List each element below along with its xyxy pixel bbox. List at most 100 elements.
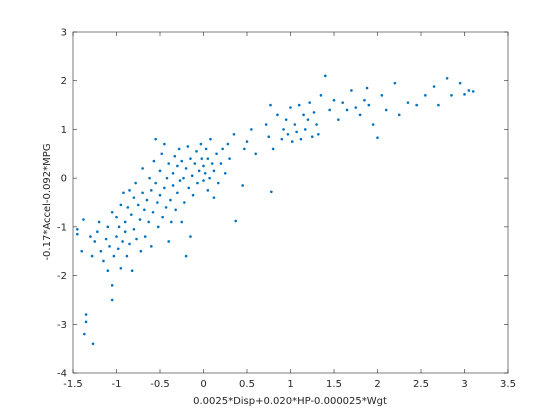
point [158,169,162,173]
y-tick-label: 3 [61,28,67,39]
point [136,203,140,207]
point [148,176,151,180]
point [212,196,216,199]
point [126,206,130,209]
point [290,140,294,143]
point [135,237,138,241]
point [180,159,184,163]
point [445,76,449,80]
y-tick-label: 0 [61,174,67,185]
point [161,215,164,219]
x-tick-label: 0.5 [239,379,255,390]
point [170,220,173,224]
point [341,101,345,104]
point [215,152,218,156]
point [152,159,156,163]
point [130,269,134,273]
point [317,133,320,136]
point [328,108,331,112]
point [267,135,271,139]
point [173,154,177,158]
point [289,106,292,109]
point [264,123,268,126]
point [108,245,111,248]
point [206,189,210,192]
point [143,235,147,238]
point [202,164,205,168]
point [154,181,157,185]
point [91,342,95,346]
point [151,210,155,214]
point [223,171,227,175]
point [209,137,212,141]
point [112,254,116,258]
point [82,218,85,221]
x-tick-label: 2.5 [413,379,429,390]
point [139,249,143,253]
point [250,128,253,131]
point [303,128,307,131]
point [450,94,453,97]
point [102,259,105,263]
point [110,298,114,302]
point [432,85,436,88]
point [358,113,362,117]
point [203,171,207,175]
point [376,136,379,140]
point [269,103,272,107]
point [206,157,210,160]
point [129,213,133,216]
point [324,74,327,78]
point [115,235,118,238]
point [104,237,108,241]
x-tick-label: 0 [200,379,206,390]
point [187,186,191,190]
point [282,128,285,131]
point [178,179,182,182]
point [183,201,186,204]
x-tick-label: 3 [461,379,467,390]
point [119,203,123,207]
point [186,145,190,148]
point [128,242,131,246]
x-tick-label: -1 [112,379,122,390]
point [180,220,184,224]
point [216,181,220,185]
point [319,94,323,97]
point [196,181,199,185]
x-tick-label: 2 [374,379,380,390]
point [163,186,166,190]
point [471,90,475,93]
point [345,108,349,112]
point [221,147,224,151]
point [197,169,201,173]
point [76,232,79,236]
point [437,103,440,107]
point [397,113,401,117]
point [310,135,314,139]
point [123,220,127,224]
point [463,93,466,96]
point [106,269,110,273]
point [295,130,298,134]
point [228,157,231,160]
point [365,86,369,90]
point [424,94,427,97]
point [141,167,144,170]
point [165,176,169,180]
point [125,254,129,258]
point [84,320,88,324]
point [182,176,185,180]
point [297,103,301,107]
point [128,189,131,192]
point [337,118,340,121]
point [350,89,353,92]
point [164,206,168,209]
point [171,184,175,187]
point [254,152,257,156]
point [93,240,97,243]
point [117,225,121,229]
point [241,184,244,187]
point [143,208,146,212]
point [210,162,214,165]
